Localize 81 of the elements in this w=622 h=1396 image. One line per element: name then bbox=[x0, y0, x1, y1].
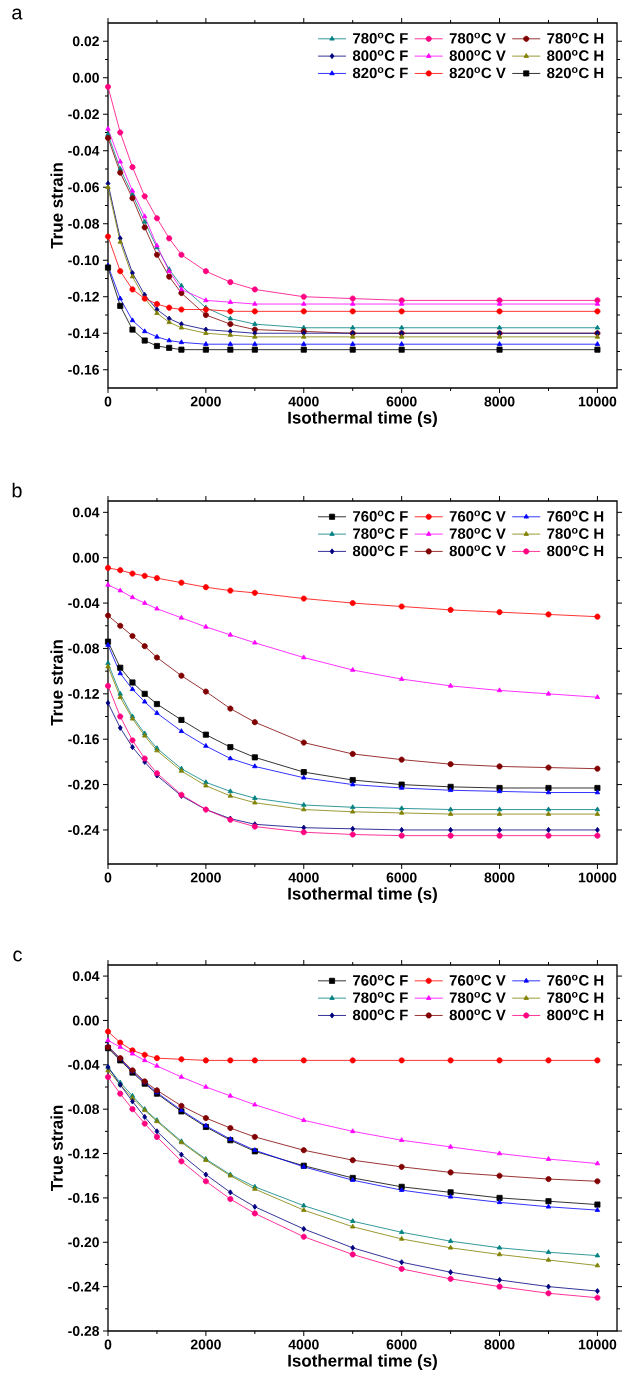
legend-label: 780$^{o}$C F bbox=[352, 32, 408, 44]
x-tick-label: 0 bbox=[104, 396, 112, 407]
legend-label: 780$^{o}$C V bbox=[449, 32, 506, 44]
legend-label: 780$^{o}$C F bbox=[352, 527, 408, 539]
x-tick-label: 6000 bbox=[386, 872, 417, 883]
legend-label: 800$^{o}$C V bbox=[449, 49, 506, 61]
y-axis-title: True strain bbox=[50, 163, 63, 249]
legend-label: 800$^{o}$C H bbox=[546, 1009, 603, 1021]
y-tick-label: 0.02 bbox=[72, 36, 99, 47]
x-tick-label: 8000 bbox=[484, 396, 515, 407]
legend-label: 780$^{o}$C V bbox=[449, 991, 506, 1003]
y-tick-label: -0.12 bbox=[67, 291, 99, 302]
y-tick-label: -0.08 bbox=[67, 218, 99, 229]
y-tick-label: 0.04 bbox=[72, 507, 100, 518]
legend-label: 760$^{o}$C V bbox=[449, 510, 506, 522]
x-tick-label: 4000 bbox=[288, 1339, 319, 1350]
legend-label: 780$^{o}$C H bbox=[547, 527, 603, 539]
y-tick-label: -0.28 bbox=[67, 1326, 99, 1336]
legend-label: 800$^{o}$C F bbox=[352, 49, 408, 61]
chart-title: a bbox=[11, 8, 23, 20]
legend-label: 820$^{o}$C H bbox=[546, 67, 603, 79]
x-tick-label: 2000 bbox=[190, 872, 221, 883]
y-tick-label: -0.04 bbox=[67, 598, 100, 609]
y-tick-label: -0.12 bbox=[67, 688, 99, 699]
y-tick-label: -0.06 bbox=[67, 182, 99, 193]
y-tick-label: -0.08 bbox=[67, 643, 99, 654]
x-tick-label: 8000 bbox=[484, 872, 515, 883]
y-tick-label: -0.24 bbox=[67, 1281, 100, 1292]
x-tick-label: 10000 bbox=[578, 872, 616, 883]
x-tick-label: 4000 bbox=[288, 872, 319, 883]
x-axis-title: Isothermal time (s) bbox=[288, 411, 437, 428]
legend-label: 820$^{o}$C F bbox=[352, 67, 408, 79]
legend-label: 800$^{o}$C H bbox=[546, 545, 603, 557]
y-tick-label: -0.20 bbox=[67, 1237, 99, 1248]
legend-label: 760$^{o}$C F bbox=[352, 974, 408, 986]
legend-label: 780$^{o}$C V bbox=[449, 527, 506, 539]
y-tick-label: 0.04 bbox=[72, 971, 100, 982]
legend-label: 760$^{o}$C H bbox=[547, 510, 603, 522]
y-axis-title: True strain bbox=[50, 1105, 63, 1192]
legend-label: 760$^{o}$C F bbox=[352, 510, 408, 522]
legend-label: 780$^{o}$C F bbox=[352, 991, 408, 1003]
legend-label: 800$^{o}$C H bbox=[546, 49, 603, 61]
legend-label: 780$^{o}$C H bbox=[547, 32, 603, 44]
legend-label: 760$^{o}$C V bbox=[449, 974, 506, 986]
y-tick-label: -0.16 bbox=[67, 734, 99, 745]
y-axis-title: True strain bbox=[50, 640, 63, 726]
y-tick-label: -0.10 bbox=[67, 255, 99, 266]
legend-label: 800$^{o}$C V bbox=[449, 1009, 506, 1021]
x-tick-label: 0 bbox=[104, 872, 112, 883]
x-axis-title: Isothermal time (s) bbox=[288, 1354, 437, 1371]
x-tick-label: 4000 bbox=[288, 396, 319, 407]
y-tick-label: -0.16 bbox=[67, 1192, 99, 1203]
chart-title: c bbox=[13, 950, 22, 962]
y-tick-label: -0.12 bbox=[67, 1148, 99, 1159]
y-tick-label: -0.02 bbox=[67, 109, 99, 120]
y-tick-label: -0.08 bbox=[67, 1104, 99, 1115]
y-tick-label: 0.00 bbox=[72, 1015, 99, 1026]
x-tick-label: 6000 bbox=[386, 1339, 417, 1350]
y-tick-label: -0.24 bbox=[67, 825, 100, 835]
x-tick-label: 2000 bbox=[190, 1339, 221, 1350]
y-tick-label: 0.00 bbox=[72, 552, 99, 563]
chart-title: b bbox=[12, 482, 22, 498]
x-tick-label: 2000 bbox=[190, 396, 221, 407]
legend-label: 800$^{o}$C F bbox=[352, 545, 408, 557]
legend-label: 780$^{o}$C H bbox=[547, 991, 603, 1003]
x-tick-label: 10000 bbox=[578, 396, 616, 407]
x-tick-label: 6000 bbox=[386, 396, 417, 407]
y-tick-label: -0.16 bbox=[67, 364, 99, 375]
legend-label: 800$^{o}$C F bbox=[352, 1009, 408, 1021]
y-tick-label: -0.04 bbox=[67, 1059, 100, 1070]
x-tick-label: 8000 bbox=[484, 1339, 515, 1350]
y-tick-label: -0.20 bbox=[67, 779, 99, 790]
y-tick-label: -0.14 bbox=[67, 328, 100, 339]
x-axis-title: Isothermal time (s) bbox=[288, 887, 437, 904]
legend-label: 820$^{o}$C V bbox=[449, 67, 506, 79]
x-tick-label: 10000 bbox=[578, 1339, 616, 1350]
y-tick-label: -0.04 bbox=[67, 145, 100, 156]
x-tick-label: 0 bbox=[104, 1339, 112, 1350]
legend-label: 800$^{o}$C V bbox=[449, 545, 506, 557]
legend-label: 760$^{o}$C H bbox=[547, 974, 603, 986]
y-tick-label: 0.00 bbox=[72, 72, 99, 83]
